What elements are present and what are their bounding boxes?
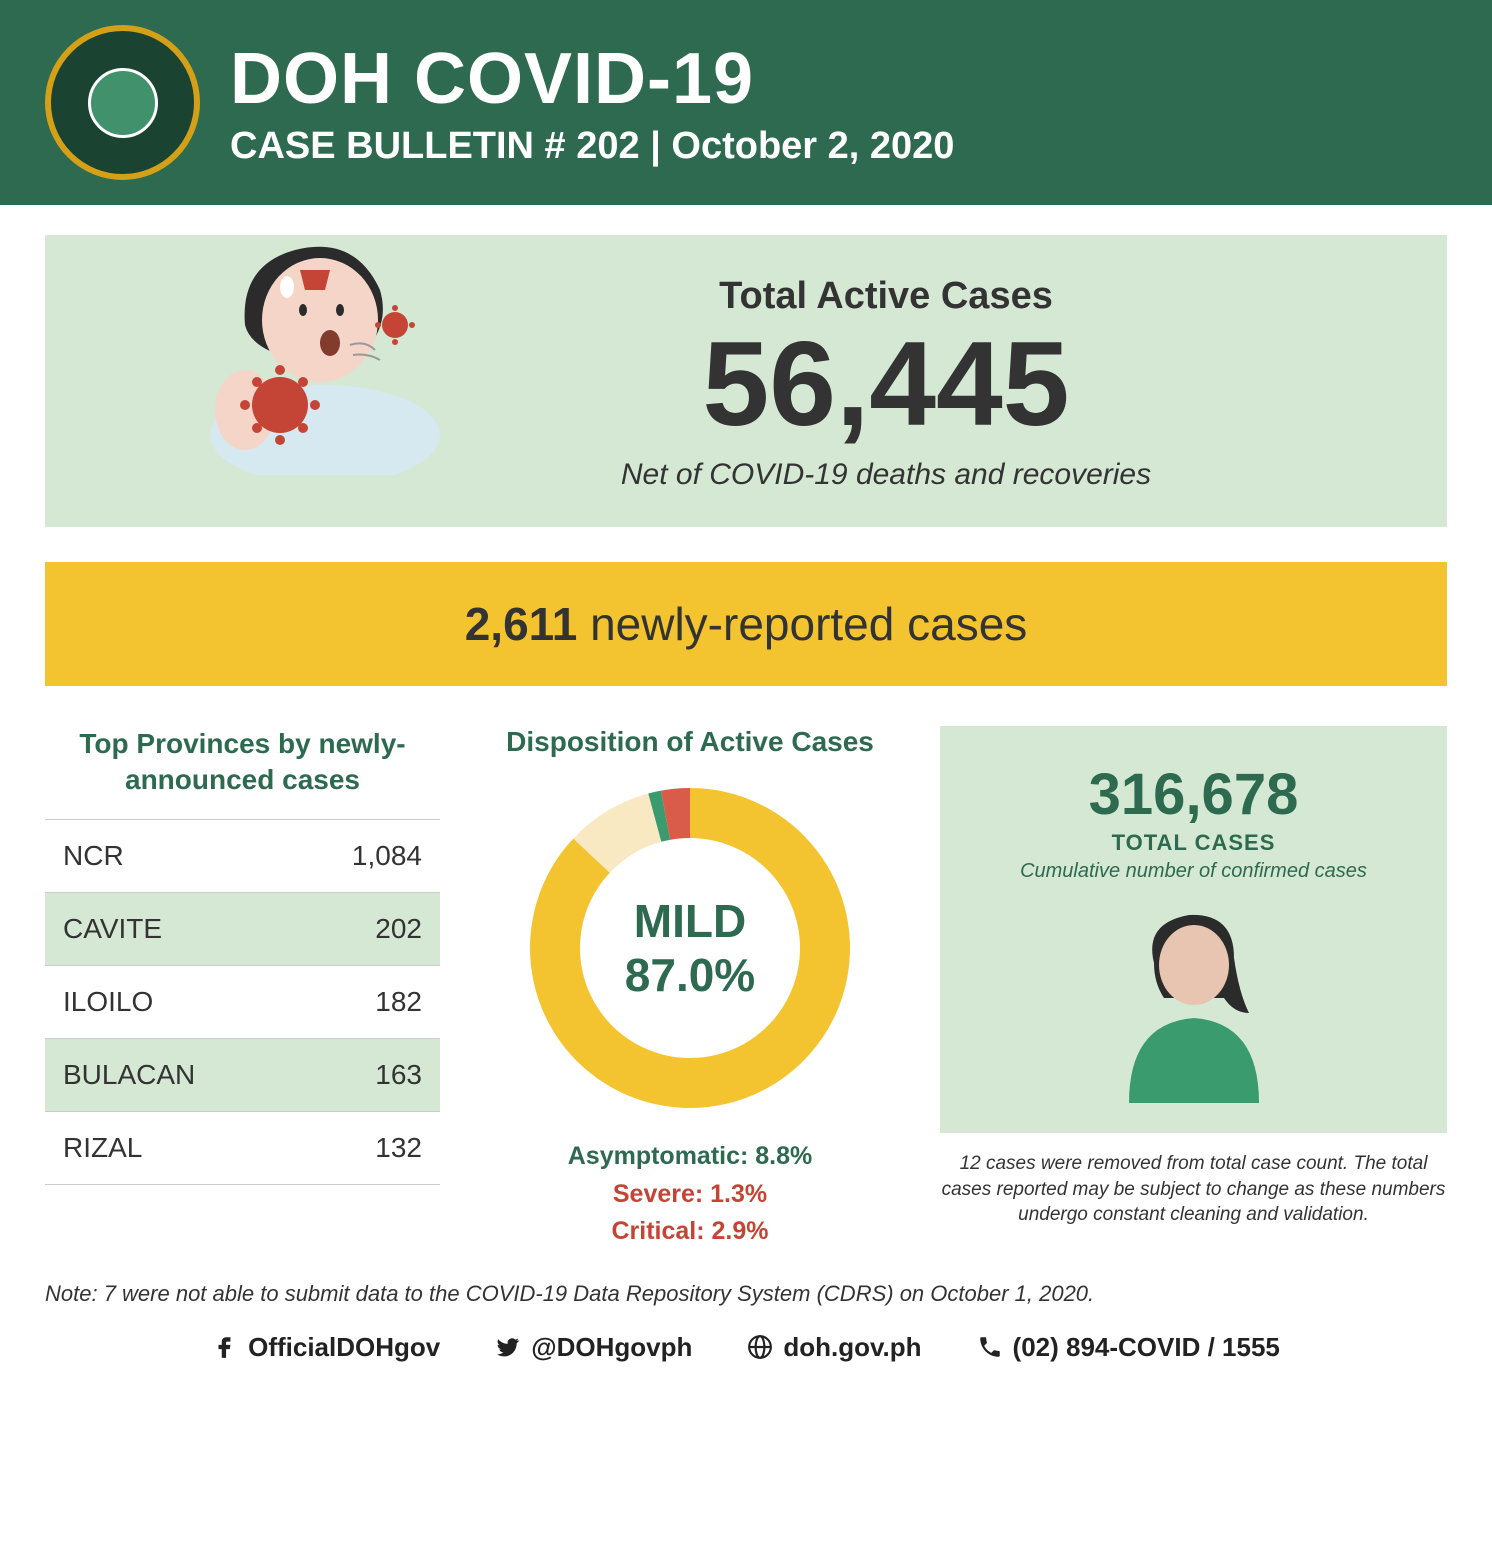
disposition-item: Asymptomatic: 8.8% [475, 1138, 905, 1176]
doh-seal-logo [45, 25, 200, 180]
page-title: DOH COVID-19 [230, 38, 954, 120]
new-cases-panel: 2,611 newly-reported cases [45, 562, 1447, 686]
phone-icon [977, 1334, 1003, 1360]
footer-contacts: OfficialDOHgov @DOHgovph doh.gov.ph (02)… [45, 1332, 1447, 1363]
facebook-icon [212, 1334, 238, 1360]
donut-center-label: MILD [625, 894, 755, 948]
globe-icon [747, 1334, 773, 1360]
footer-website-text: doh.gov.ph [783, 1332, 921, 1363]
province-name: NCR [63, 840, 124, 872]
disposition-item: Critical: 2.9% [475, 1213, 905, 1251]
donut-center-value: 87.0% [625, 948, 755, 1002]
person-silhouette-illustration [1104, 903, 1284, 1103]
total-cases-label: TOTAL CASES [965, 830, 1422, 856]
active-cases-subtitle: Net of COVID-19 deaths and recoveries [385, 458, 1387, 492]
active-cases-value: 56,445 [385, 318, 1387, 450]
total-cases-panel: 316,678 TOTAL CASES Cumulative number of… [940, 726, 1447, 1228]
total-cases-subtitle: Cumulative number of confirmed cases [965, 860, 1422, 883]
footer-facebook: OfficialDOHgov [212, 1332, 440, 1363]
active-cases-label: Total Active Cases [385, 275, 1387, 318]
province-name: ILOILO [63, 986, 153, 1018]
provinces-title: Top Provinces by newly-announced cases [45, 726, 440, 799]
province-value: 182 [375, 986, 422, 1018]
disposition-item: Severe: 1.3% [475, 1176, 905, 1214]
disposition-title: Disposition of Active Cases [475, 726, 905, 758]
new-cases-label: newly-reported cases [577, 598, 1027, 650]
bottom-note: Note: 7 were not able to submit data to … [45, 1281, 1447, 1307]
new-cases-count: 2,611 [465, 598, 578, 650]
province-value: 202 [375, 913, 422, 945]
province-row: CAVITE 202 [45, 892, 440, 965]
province-name: CAVITE [63, 913, 162, 945]
footer-phone: (02) 894-COVID / 1555 [977, 1332, 1280, 1363]
provinces-panel: Top Provinces by newly-announced cases N… [45, 726, 440, 1185]
sick-person-illustration [185, 195, 465, 475]
province-row: BULACAN 163 [45, 1038, 440, 1111]
disposition-panel: Disposition of Active Cases MILD 87.0% A… [475, 726, 905, 1251]
footer-facebook-text: OfficialDOHgov [248, 1332, 440, 1363]
province-row: RIZAL 132 [45, 1111, 440, 1185]
active-cases-panel: Total Active Cases 56,445 Net of COVID-1… [45, 235, 1447, 527]
province-value: 163 [375, 1059, 422, 1091]
header: DOH COVID-19 CASE BULLETIN # 202 | Octob… [0, 0, 1492, 205]
province-row: NCR 1,084 [45, 819, 440, 892]
province-value: 132 [375, 1132, 422, 1164]
province-row: ILOILO 182 [45, 965, 440, 1038]
province-value: 1,084 [352, 840, 422, 872]
total-cases-value: 316,678 [965, 761, 1422, 828]
footer-phone-text: (02) 894-COVID / 1555 [1013, 1332, 1280, 1363]
province-name: RIZAL [63, 1132, 142, 1164]
footer-twitter-text: @DOHgovph [531, 1332, 692, 1363]
province-name: BULACAN [63, 1059, 195, 1091]
twitter-icon [495, 1334, 521, 1360]
total-cases-note: 12 cases were removed from total case co… [940, 1151, 1447, 1228]
page-subtitle: CASE BULLETIN # 202 | October 2, 2020 [230, 125, 954, 168]
footer-twitter: @DOHgovph [495, 1332, 692, 1363]
footer-website: doh.gov.ph [747, 1332, 921, 1363]
header-text: DOH COVID-19 CASE BULLETIN # 202 | Octob… [230, 38, 954, 168]
